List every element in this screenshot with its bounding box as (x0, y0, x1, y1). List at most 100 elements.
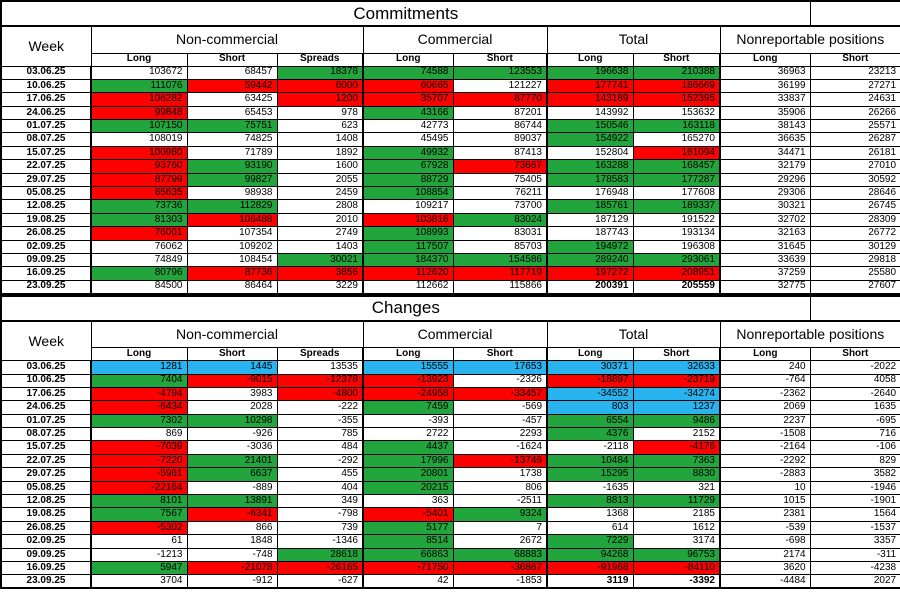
value-cell: 26181 (809, 145, 900, 161)
value-cell: 6554 (546, 413, 634, 429)
value-cell: -6341 (186, 507, 278, 522)
value-cell: -311 (809, 547, 900, 563)
sub-header-row: Long Short Spreads Long Short Long Short… (1, 347, 900, 362)
value-cell: 15555 (362, 360, 454, 375)
value-cell: -926 (186, 427, 278, 442)
value-cell: -9015 (186, 373, 278, 388)
week-cell: 08.07.25 (0, 427, 92, 442)
value-cell: 321 (632, 480, 721, 496)
week-column-header: Week (0, 25, 92, 67)
value-cell: -4238 (809, 560, 900, 576)
value-cell: 177287 (632, 172, 721, 188)
value-cell: -569 (452, 400, 548, 415)
value-cell: -4800 (276, 386, 364, 402)
value-cell: 3704 (90, 574, 188, 589)
week-cell: 23.09.25 (0, 279, 92, 295)
value-cell: 785 (276, 427, 364, 442)
value-cell: 74849 (90, 252, 188, 268)
value-cell: 86744 (452, 119, 548, 134)
column-group-row: Week Non-commercial Commercial Total Non… (0, 25, 900, 67)
value-cell: 614 (546, 520, 634, 536)
value-cell: 65635 (90, 186, 188, 201)
value-cell: 10298 (186, 413, 278, 429)
table-title: Commitments (0, 0, 811, 27)
value-cell: 177741 (546, 78, 634, 94)
table-row: 10.06.25 111076 59442 6000 60665 121227 177741… (0, 78, 900, 94)
value-cell: 2055 (276, 172, 364, 188)
table-row: 17.06.25 106282 63425 1200 35707 87770 143189 1… (0, 92, 900, 107)
col-header: Short (632, 347, 721, 362)
value-cell: 3983 (186, 386, 278, 402)
value-cell: 8101 (90, 494, 188, 509)
week-cell: 22.07.25 (0, 453, 92, 469)
value-cell: 455 (276, 467, 364, 482)
value-cell: 35707 (362, 92, 454, 107)
value-cell: 623 (276, 119, 364, 134)
value-cell: 6637 (186, 467, 278, 482)
value-cell: 123553 (452, 65, 548, 80)
value-cell: 103816 (362, 212, 454, 228)
value-cell: 2185 (632, 507, 721, 522)
value-cell: -34552 (546, 386, 634, 402)
value-cell: -2164 (718, 440, 811, 455)
value-cell: 100980 (90, 145, 188, 161)
value-cell: 7404 (90, 373, 188, 388)
value-cell: -84110 (632, 560, 721, 576)
value-cell: -91968 (546, 560, 634, 576)
week-cell: 29.07.25 (0, 172, 92, 188)
value-cell: 35906 (718, 105, 811, 121)
week-cell: 19.08.25 (0, 212, 92, 228)
value-cell: -1901 (809, 494, 900, 509)
value-cell: 189337 (632, 199, 721, 214)
week-cell: 02.09.25 (0, 534, 92, 549)
value-cell: 32633 (632, 360, 721, 375)
value-cell: 2749 (276, 226, 364, 241)
value-cell: 154586 (452, 252, 548, 268)
week-cell: 05.08.25 (0, 480, 92, 496)
value-cell: -36867 (452, 560, 548, 576)
col-header: Long (546, 347, 634, 362)
value-cell: -1946 (809, 480, 900, 496)
value-cell: 187129 (546, 212, 634, 228)
value-cell: 26745 (809, 199, 900, 214)
value-cell: 24631 (809, 92, 900, 107)
value-cell: 67928 (362, 159, 454, 174)
value-cell: 117719 (452, 266, 548, 281)
value-cell: 108019 (90, 132, 188, 147)
value-cell: 17996 (362, 453, 454, 469)
col-header: Long (546, 52, 634, 67)
value-cell: 30592 (809, 172, 900, 188)
value-cell: 293061 (632, 252, 721, 268)
value-cell: 165270 (632, 132, 721, 147)
value-cell: 200391 (546, 279, 634, 295)
table-row: 16.09.25 5947 -21078 -26165 -71750 -36867 -919… (0, 560, 900, 576)
value-cell: -21078 (186, 560, 278, 576)
value-cell: -695 (809, 413, 900, 429)
value-cell: 163118 (632, 119, 721, 134)
value-cell: -698 (718, 534, 811, 549)
value-cell: 4376 (546, 427, 634, 442)
value-cell: -627 (276, 574, 364, 589)
table-row: 12.08.25 73736 112829 2808 109217 73700 185761… (0, 199, 900, 214)
value-cell: 1403 (276, 239, 364, 254)
value-cell: 197272 (546, 266, 634, 281)
value-cell: 99827 (186, 172, 278, 188)
group-nonreportable: Nonreportable positions (719, 25, 900, 54)
table-row: 09.09.25 -1213 -748 28618 66863 68883 94268 967… (0, 547, 900, 563)
value-cell: -1346 (276, 534, 364, 549)
value-cell: -889 (186, 480, 278, 496)
value-cell: 184370 (362, 252, 454, 268)
value-cell: 27271 (809, 78, 900, 94)
table-row: 09.09.25 74849 108454 30021 184370 154586 2892… (0, 252, 900, 268)
value-cell: 1600 (276, 159, 364, 174)
value-cell: 2028 (186, 400, 278, 415)
week-cell: 10.06.25 (0, 78, 92, 94)
value-cell: 68457 (186, 65, 278, 80)
week-cell: 17.06.25 (0, 92, 92, 107)
value-cell: 73667 (452, 159, 548, 174)
column-group-row: Week Non-commercial Commercial Total Non… (0, 320, 900, 362)
group-non-commercial: Non-commercial (90, 320, 364, 349)
value-cell: -5302 (90, 520, 188, 536)
value-cell: 29306 (718, 186, 811, 201)
value-cell: -764 (718, 373, 811, 388)
